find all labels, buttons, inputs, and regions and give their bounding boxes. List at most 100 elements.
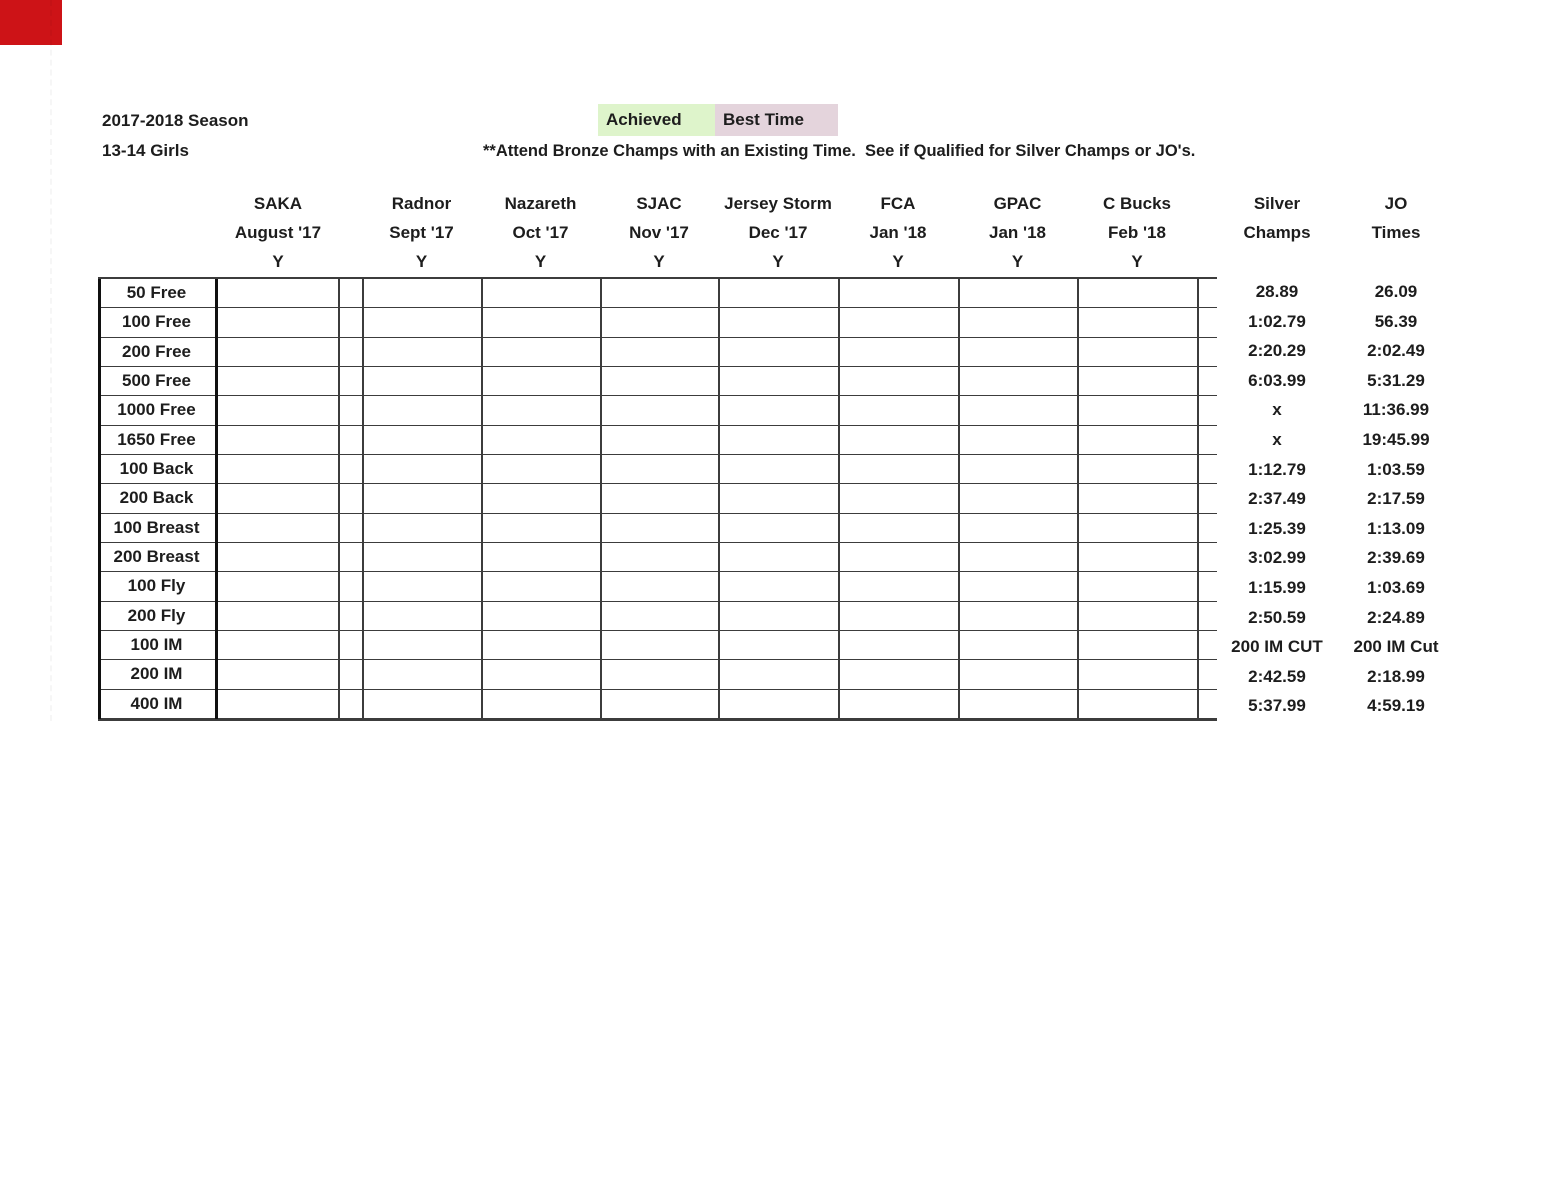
meet-date: Nov '17 [629, 223, 689, 242]
column-header-c-bucks: C Bucks Feb '18 Y [1077, 189, 1197, 276]
meet-course: Y [272, 252, 284, 271]
meet-name: SJAC [636, 194, 682, 213]
cut-name-2: Champs [1243, 223, 1311, 242]
instruction-note: **Attend Bronze Champs with an Existing … [483, 142, 1196, 160]
jo-cut: 26.09 [1374, 282, 1418, 301]
event-label: 100 Breast [113, 517, 200, 537]
grid-line [481, 279, 483, 719]
grid-line [1077, 279, 1079, 719]
silver-cut: 1:02.79 [1248, 311, 1306, 331]
meet-date: Jan '18 [869, 223, 927, 242]
age-group-title: 13-14 Girls [102, 141, 189, 160]
grid-row: 200 Free [98, 338, 1217, 367]
jo-cut: 1:03.59 [1367, 459, 1425, 479]
jo-cut: 11:36.99 [1362, 400, 1430, 420]
grid-line [338, 279, 340, 719]
grid-line [600, 279, 602, 719]
grid-row: 50 Free [98, 279, 1217, 309]
meet-course: Y [534, 252, 547, 271]
column-header-fca: FCA Jan '18 Y [838, 189, 958, 276]
cut-name: JO [1384, 194, 1408, 213]
event-label: 100 IM [130, 634, 183, 654]
jo-cut: 200 IM Cut [1353, 637, 1439, 657]
meet-date: Sept '17 [389, 223, 454, 242]
meet-name: C Bucks [1102, 194, 1172, 213]
column-header-silver-champs: Silver Champs [1217, 189, 1337, 247]
event-label: 200 Fly [127, 605, 186, 625]
meet-date: Dec '17 [748, 223, 808, 242]
meet-course: Y [653, 252, 665, 271]
meet-date: August '17 [234, 223, 322, 242]
event-label: 1000 Free [117, 400, 196, 420]
grid-line [838, 279, 840, 719]
event-label: 200 Back [119, 488, 194, 508]
jo-cut: 5:31.29 [1367, 370, 1425, 390]
grid-row: 100 IM [98, 631, 1217, 661]
grid-row: 100 Back [98, 455, 1217, 485]
screen-corner-red-block [0, 0, 62, 45]
meet-course: Y [1011, 252, 1024, 271]
column-header-jersey-storm: Jersey Storm Dec '17 Y [718, 189, 838, 276]
season-title: 2017-2018 Season [102, 111, 249, 130]
silver-cut: 2:20.29 [1248, 341, 1306, 361]
meet-name: FCA [880, 194, 916, 213]
event-label: 100 Fly [127, 576, 186, 596]
jo-cut: 19:45.99 [1362, 429, 1430, 449]
meet-course: Y [1131, 252, 1143, 271]
silver-cut: 200 IM CUT [1231, 637, 1323, 657]
event-label: 100 Free [122, 312, 191, 332]
event-label: 1650 Free [117, 429, 196, 449]
meet-name: Radnor [391, 194, 452, 213]
silver-cut: 1:12.79 [1248, 459, 1306, 479]
grid-row: 200 IM [98, 660, 1217, 690]
grid-line [958, 279, 960, 719]
silver-cut: 2:42.59 [1248, 666, 1306, 686]
grid-border-left [98, 279, 101, 719]
event-label: 200 Breast [113, 546, 200, 566]
grid-row: 200 Back [98, 484, 1217, 514]
grid-row: 1650 Free [98, 426, 1217, 455]
grid-row: 100 Fly [98, 572, 1217, 602]
meet-name: GPAC [993, 194, 1042, 213]
column-header-sjac: SJAC Nov '17 Y [600, 189, 718, 276]
grid-line [362, 279, 364, 719]
silver-cut: 1:25.39 [1248, 518, 1306, 538]
event-label: 100 Back [119, 458, 194, 478]
meet-date: Feb '18 [1108, 223, 1166, 242]
grid-line [1197, 279, 1199, 719]
silver-cut: 2:50.59 [1248, 607, 1306, 627]
meet-date: Jan '18 [989, 223, 1046, 242]
jo-cut: 2:18.99 [1367, 666, 1425, 686]
meet-name: Nazareth [504, 194, 577, 213]
column-header-jo-times: JO Times [1337, 189, 1455, 247]
grid-row: 100 Free [98, 308, 1217, 338]
grid-row: 100 Breast [98, 514, 1217, 543]
meet-name: Jersey Storm [724, 194, 832, 213]
event-label: 50 Free [126, 283, 187, 302]
grid-row: 1000 Free [98, 396, 1217, 426]
jo-cut: 1:13.09 [1367, 518, 1425, 538]
column-header-radnor: Radnor Sept '17 Y [362, 189, 481, 276]
event-label: 200 IM [130, 664, 183, 684]
jo-cut: 2:02.49 [1367, 341, 1425, 361]
jo-cut: 56.39 [1374, 311, 1418, 331]
grid-row: 200 Breast [98, 543, 1217, 573]
column-header-nazareth: Nazareth Oct '17 Y [481, 189, 600, 276]
silver-cut: x [1272, 400, 1282, 420]
meet-course: Y [772, 252, 784, 271]
grid-row: 500 Free [98, 367, 1217, 397]
meet-course: Y [892, 252, 904, 271]
silver-cut: 5:37.99 [1248, 696, 1306, 716]
meet-course: Y [415, 252, 428, 271]
grid-row: 200 Fly [98, 602, 1217, 631]
cut-name-2: Times [1371, 223, 1421, 242]
cut-name: Silver [1253, 194, 1301, 213]
jo-times-column: 26.09 56.39 2:02.49 5:31.29 11:36.99 19:… [1337, 277, 1455, 721]
silver-champs-times-column: 28.89 1:02.79 2:20.29 6:03.99 x x 1:12.7… [1217, 277, 1337, 721]
column-header-gpac: GPAC Jan '18 Y [958, 189, 1077, 276]
results-grid: 50 Free 100 Free 200 Free 500 Free 1000 … [98, 277, 1217, 721]
event-label: 200 Free [122, 341, 191, 361]
event-label: 400 IM [130, 693, 183, 713]
jo-cut: 2:17.59 [1367, 489, 1425, 509]
meet-name: SAKA [253, 194, 303, 213]
